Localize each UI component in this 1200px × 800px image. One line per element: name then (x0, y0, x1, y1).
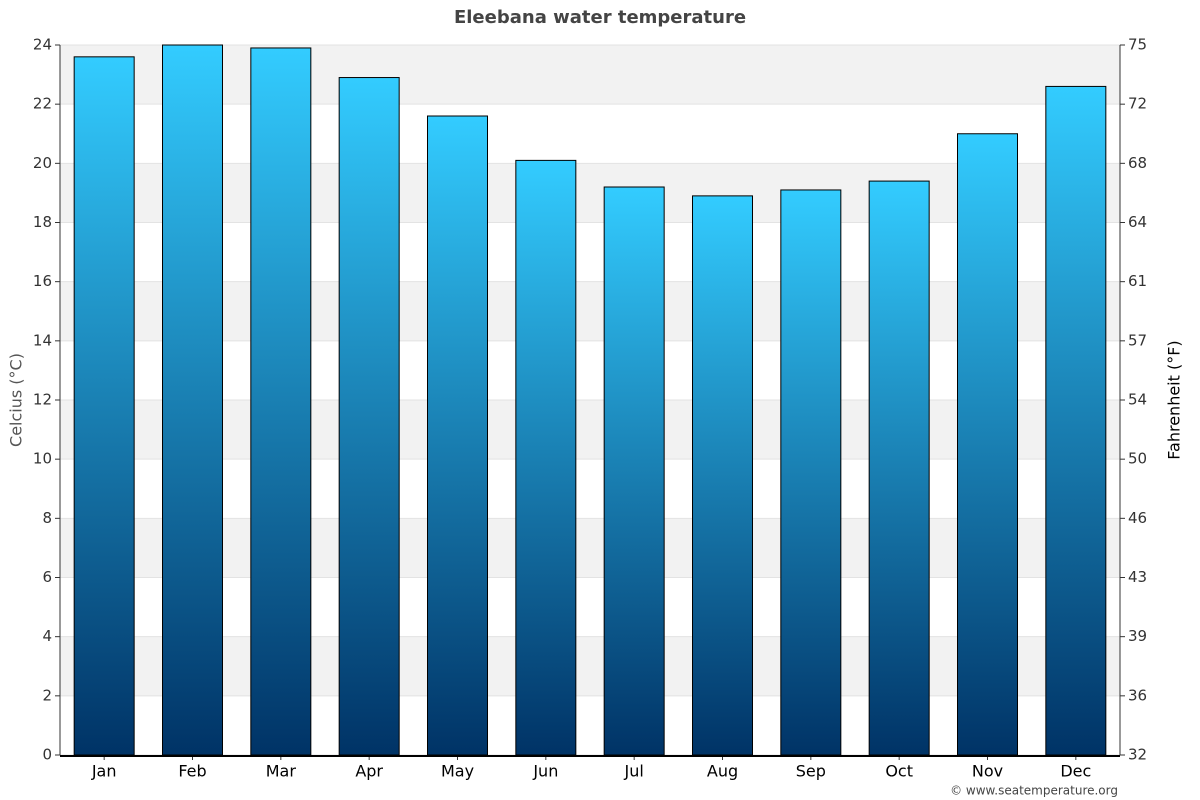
y2-tick-label: 54 (1128, 391, 1147, 409)
y2-tick-label: 50 (1128, 450, 1147, 468)
y-tick-label: 2 (42, 686, 52, 704)
y-tick-label: 12 (33, 391, 52, 409)
y-tick-label: 22 (33, 95, 52, 113)
bar (957, 133, 1018, 756)
bar (868, 180, 930, 756)
bar (250, 47, 312, 756)
y2-tick-label: 75 (1128, 36, 1147, 54)
x-tick-label: Jul (624, 762, 644, 781)
x-tick-label: Nov (972, 762, 1003, 781)
y2-axis-label: Fahrenheit (°F) (1165, 340, 1184, 459)
y2-tick-label: 57 (1128, 331, 1147, 349)
bar (1045, 85, 1107, 756)
y2-tick-label: 32 (1128, 746, 1147, 764)
x-tick-label: Oct (885, 762, 913, 781)
bar (515, 159, 577, 756)
y2-tick-label: 43 (1128, 568, 1147, 586)
x-tick-label: May (441, 762, 474, 781)
y-tick-label: 8 (42, 509, 52, 527)
y-axis-label: Celcius (°C) (7, 353, 26, 447)
bar (780, 189, 842, 756)
credit: © www.seatemperature.org (950, 784, 1118, 798)
grid-band (60, 163, 1120, 223)
y-tick-label: 16 (33, 272, 52, 290)
y2-tick-label: 36 (1128, 686, 1147, 704)
y-tick-label: 24 (33, 36, 52, 54)
x-tick-label: Mar (266, 762, 297, 781)
y2-tick-label: 39 (1128, 627, 1147, 645)
x-tick-label: Jun (532, 762, 558, 781)
grid-band (60, 636, 1120, 696)
grid-band (60, 45, 1120, 105)
y-tick-label: 4 (42, 627, 52, 645)
y2-tick-label: 68 (1128, 154, 1147, 172)
y-tick-label: 0 (42, 746, 52, 764)
bar (73, 56, 135, 756)
y2-tick-label: 46 (1128, 509, 1147, 527)
grid-band (60, 281, 1120, 341)
x-tick-label: Jan (91, 762, 117, 781)
x-tick-label: Aug (707, 762, 738, 781)
y2-tick-label: 72 (1128, 95, 1147, 113)
bar (338, 77, 400, 756)
x-tick-label: Sep (796, 762, 826, 781)
y-tick-label: 14 (33, 331, 52, 349)
y-tick-label: 6 (42, 568, 52, 586)
x-tick-label: Feb (178, 762, 206, 781)
bar (603, 186, 665, 756)
bar (427, 115, 488, 756)
x-tick-label: Dec (1060, 762, 1091, 781)
y2-tick-label: 64 (1128, 213, 1147, 231)
bar (162, 44, 223, 756)
y2-tick-label: 61 (1128, 272, 1147, 290)
x-tick-label: Apr (355, 762, 383, 781)
bar (692, 195, 753, 756)
y-tick-label: 18 (33, 213, 52, 231)
y-tick-label: 10 (33, 450, 52, 468)
grid-band (60, 518, 1120, 578)
grid-band (60, 400, 1120, 460)
chart-title: Eleebana water temperature (454, 7, 746, 28)
y-tick-label: 20 (33, 154, 52, 172)
